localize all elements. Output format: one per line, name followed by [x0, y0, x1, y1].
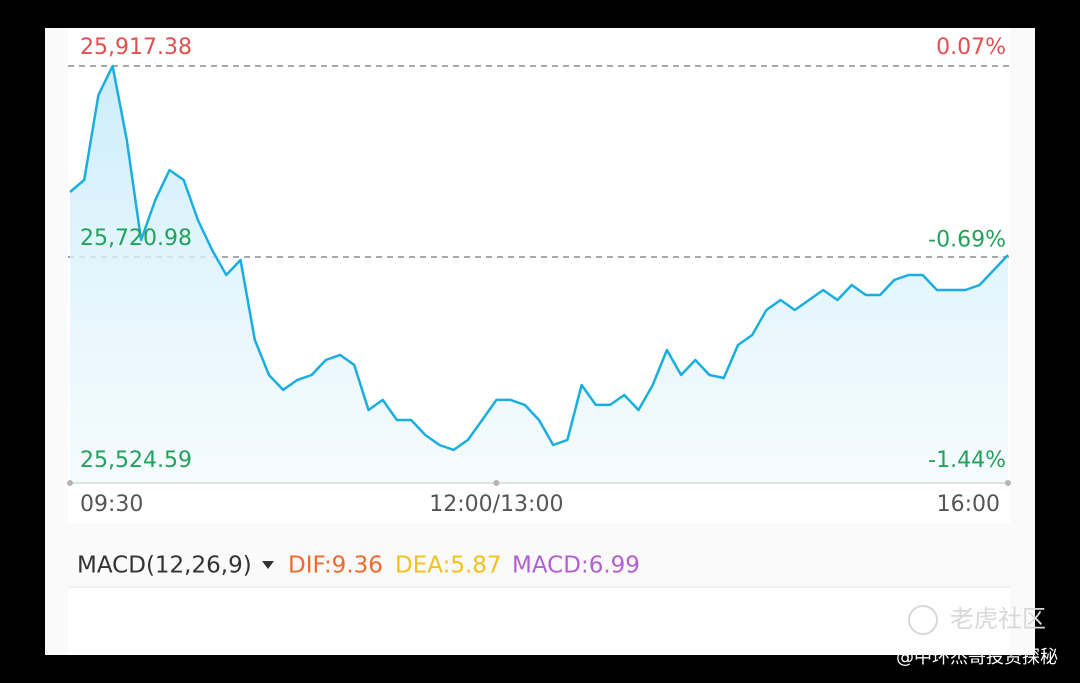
indicator-dropdown[interactable]	[262, 561, 274, 569]
macd-chart-area	[68, 587, 1010, 655]
y2-tick-label: 0.07%	[936, 35, 1006, 60]
y-tick-label: 25,917.38	[80, 35, 192, 60]
x-tick-label: 09:30	[80, 492, 143, 517]
y-tick-label: 25,720.98	[80, 226, 192, 251]
price-plot: 25,917.38 25,720.98 25,524.59 0.07% -0.69% -1…	[67, 35, 1012, 517]
indicator-name: MACD(12,26,9)	[77, 553, 252, 579]
price-line	[69, 64, 1009, 452]
indicator-dea: DEA:5.87	[395, 553, 502, 579]
y2-tick-label: -1.44%	[928, 448, 1006, 473]
x-tick-dot	[67, 480, 73, 486]
y-tick-label: 25,524.59	[80, 448, 192, 473]
y2-tick-label: -0.69%	[928, 227, 1006, 252]
x-tick-label: 12:00/13:00	[429, 492, 563, 517]
watermark-logo	[908, 605, 938, 635]
indicator-macd: MACD:6.99	[512, 553, 640, 579]
watermark-author: @中环杰哥投资探秘	[896, 647, 1058, 668]
x-tick-dot	[1005, 480, 1011, 486]
indicator-dif: DIF:9.36	[288, 553, 383, 579]
x-tick-dot	[493, 480, 500, 486]
x-tick-label: 16:00	[937, 492, 1000, 517]
watermark-brand: 老虎社区	[950, 605, 1046, 633]
